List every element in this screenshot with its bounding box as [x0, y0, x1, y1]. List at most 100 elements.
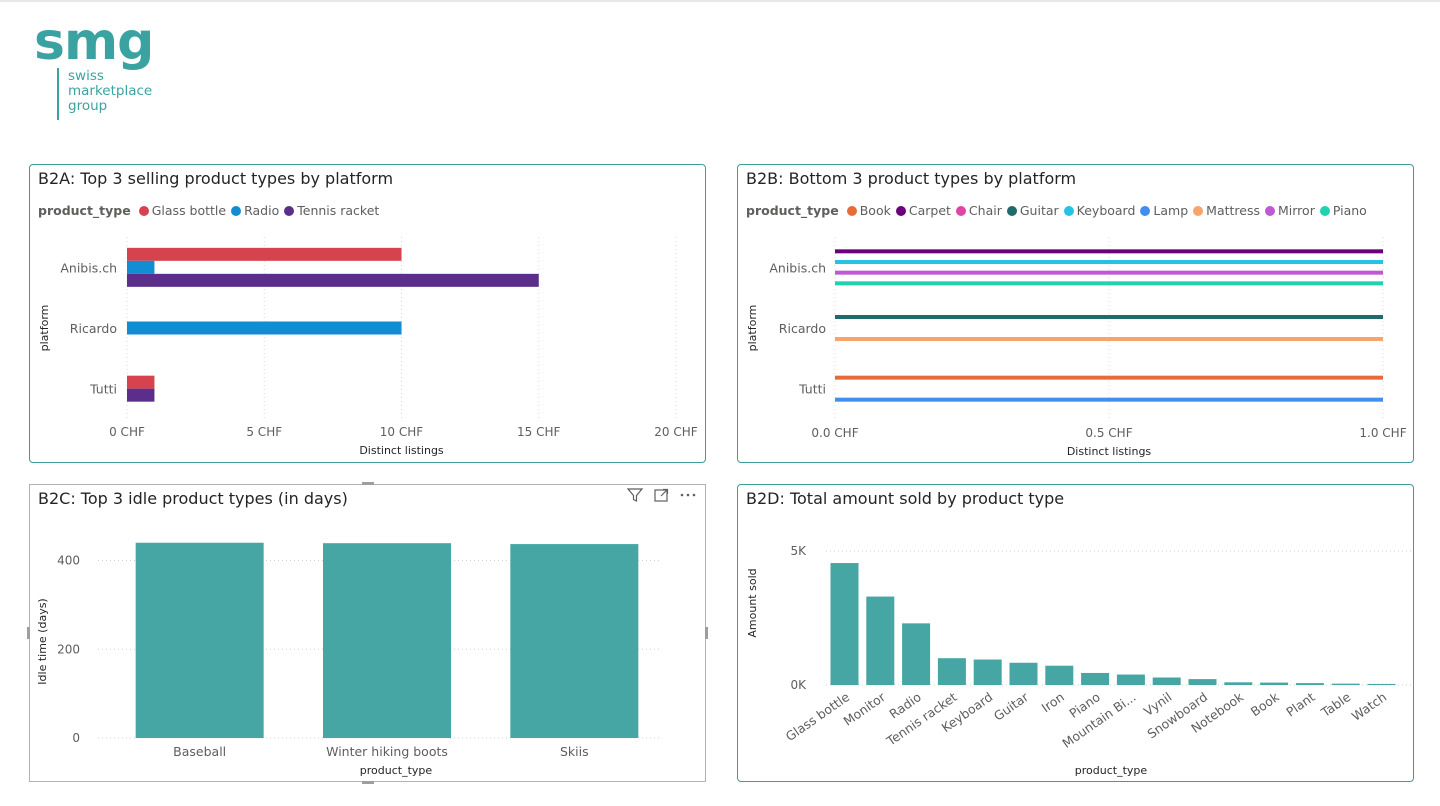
resize-handle-right[interactable] [705, 627, 708, 639]
x-tick-label: Monitor [840, 689, 888, 729]
bar [1367, 683, 1396, 685]
resize-handle-bottom[interactable] [362, 781, 374, 784]
bar [835, 397, 1383, 402]
top-border [0, 0, 1440, 2]
logo-wordmark: swiss marketplace group [68, 69, 152, 114]
y-axis-title: Amount sold [746, 568, 759, 637]
x-tick-label: Book [1248, 689, 1283, 720]
bar [830, 563, 859, 685]
legend-item[interactable]: Guitar [1006, 203, 1059, 218]
legend-item[interactable]: Mirror [1265, 203, 1315, 218]
chart-b2b: 0.0 CHF 0.5 CHF 1.0 CHF Distinct listings pl… [746, 237, 1407, 458]
y-tick-label: Tutti [798, 382, 826, 397]
bar [835, 375, 1383, 380]
resize-handle-top[interactable] [362, 482, 374, 485]
legend-item[interactable]: Piano [1319, 203, 1367, 218]
legend-label: Book [859, 203, 891, 218]
legend-item[interactable]: Tennis racket [284, 203, 379, 218]
legend-item[interactable]: Carpet [895, 203, 951, 218]
bar [323, 543, 451, 738]
logo-line-1: swiss [68, 68, 104, 84]
visual-title: B2A: Top 3 selling product types by plat… [38, 169, 394, 188]
bar [127, 260, 155, 274]
bar [1045, 665, 1074, 685]
bar [127, 375, 155, 389]
bar [1009, 662, 1038, 685]
bar [902, 623, 931, 685]
legend-label: Glass bottle [151, 203, 227, 218]
bar [1260, 682, 1289, 685]
legend-item[interactable]: Chair [955, 203, 1002, 218]
bar [835, 281, 1383, 286]
more-options-icon[interactable] [679, 487, 697, 507]
legend-label: Keyboard [1076, 203, 1136, 218]
visual-b2b[interactable]: B2B: Bottom 3 product types by platform … [737, 164, 1414, 463]
x-tick-label: 10 CHF [380, 425, 423, 439]
y-tick-label: 5K [790, 544, 807, 558]
legend-item[interactable]: Keyboard [1063, 203, 1136, 218]
legend-label: Guitar [1019, 203, 1059, 218]
y-axis-title: platform [38, 305, 51, 352]
bar [1224, 682, 1253, 685]
x-tick-label: 0.0 CHF [811, 426, 858, 440]
y-axis-title: platform [746, 305, 759, 352]
bar [1081, 672, 1110, 685]
x-tick-label: Winter hiking boots [326, 744, 448, 759]
bar [937, 658, 966, 685]
y-tick-label: 0 [72, 731, 80, 745]
x-tick-label: 5 CHF [246, 425, 282, 439]
legend-marker [895, 205, 906, 216]
legend-label: Piano [1332, 203, 1367, 218]
bar [835, 270, 1383, 275]
filter-icon[interactable] [626, 487, 644, 507]
legend-marker [284, 205, 295, 216]
bar [135, 542, 264, 738]
legend-item[interactable]: Mattress [1193, 203, 1260, 218]
visual-title: B2B: Bottom 3 product types by platform [746, 169, 1077, 188]
chart-b2a: 0 CHF 5 CHF 10 CHF 15 CHF 20 CHF Distinct lis… [38, 237, 698, 457]
visual-b2c[interactable]: B2C: Top 3 idle product types (in days) … [27, 482, 708, 784]
legend-item[interactable]: Glass bottle [138, 203, 227, 218]
legend-label: Mirror [1278, 203, 1315, 218]
y-tick-label: 0K [790, 678, 807, 692]
x-tick-label: Skiis [560, 744, 589, 759]
legend-item[interactable]: Radio [231, 203, 279, 218]
legend-item[interactable]: Book [846, 203, 891, 218]
bar [973, 659, 1002, 685]
x-tick-label: 15 CHF [517, 425, 560, 439]
legend: product_type Book Carpet Chair Guitar Keyboa… [746, 203, 1372, 218]
legend-marker [1063, 205, 1074, 216]
focus-mode-icon[interactable] [653, 487, 669, 507]
x-axis-title: product_type [1075, 764, 1148, 777]
legend-label: Carpet [908, 203, 951, 218]
x-tick-label: Table [1318, 689, 1354, 721]
bar [866, 596, 895, 685]
logo-divider [57, 68, 59, 120]
x-tick-label: 0.5 CHF [1085, 426, 1132, 440]
y-tick-label: Ricardo [779, 321, 826, 336]
x-tick-label: 20 CHF [654, 425, 697, 439]
legend-marker [846, 205, 857, 216]
bar [835, 260, 1383, 264]
visual-b2d[interactable]: B2D: Total amount sold by product type 0… [737, 484, 1414, 782]
bar [127, 321, 402, 335]
legend-title: product_type [38, 203, 131, 218]
bar [1188, 679, 1217, 685]
legend: product_type Glass bottle Radio Tennis rac… [38, 203, 384, 218]
bar [1116, 674, 1145, 685]
y-tick-label: Ricardo [70, 321, 117, 336]
bar [510, 544, 639, 738]
x-tick-label: 1.0 CHF [1359, 426, 1406, 440]
legend-label: Lamp [1153, 203, 1189, 218]
legend-marker [138, 205, 149, 216]
bar [127, 273, 539, 287]
visual-b2a[interactable]: B2A: Top 3 selling product types by plat… [29, 164, 706, 463]
x-tick-label: Plant [1283, 689, 1317, 719]
visual-title: B2C: Top 3 idle product types (in days) [38, 489, 348, 508]
x-tick-label: Watch [1349, 689, 1389, 724]
legend-marker [1193, 205, 1204, 216]
resize-handle-left[interactable] [27, 627, 30, 639]
legend-item[interactable]: Lamp [1140, 203, 1188, 218]
bar [1295, 683, 1324, 685]
